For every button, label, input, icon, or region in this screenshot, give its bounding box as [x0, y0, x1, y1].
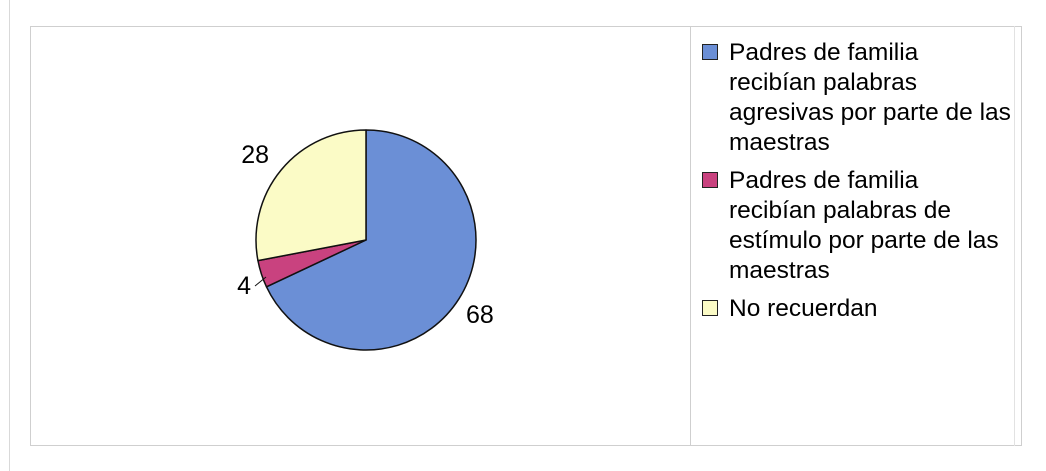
legend-swatch-no-recuerdan: [702, 300, 718, 316]
leader-line-estimulo: [254, 276, 267, 287]
pie-slice-no-recuerdan: [255, 129, 367, 262]
pie-slices: [255, 129, 477, 351]
data-label-no-recuerdan: 28: [241, 141, 269, 169]
data-label-estimulo: 4: [237, 272, 251, 300]
legend-item-agresivas: Padres de familia recibían palabras agre…: [700, 38, 1012, 158]
legend-swatch-agresivas: [702, 44, 718, 60]
legend-label-no-recuerdan: No recuerdan: [729, 295, 878, 322]
chart-frame: [30, 26, 1022, 446]
legend-item-estimulo: Padres de familia recibían palabras de e…: [700, 166, 1012, 286]
data-label-agresivas: 68: [466, 301, 494, 329]
legend-edge: [1014, 26, 1015, 446]
legend-divider: [690, 26, 691, 446]
legend-item-no-recuerdan: No recuerdan: [700, 294, 1012, 324]
legend-label-agresivas: Padres de familia recibían palabras agre…: [729, 39, 1011, 156]
pie-slice-agresivas: [265, 129, 477, 351]
page-left-rule: [9, 0, 10, 471]
legend: Padres de familia recibían palabras agre…: [700, 38, 1012, 332]
legend-swatch-estimulo: [702, 172, 718, 188]
legend-label-estimulo: Padres de familia recibían palabras de e…: [729, 167, 999, 284]
